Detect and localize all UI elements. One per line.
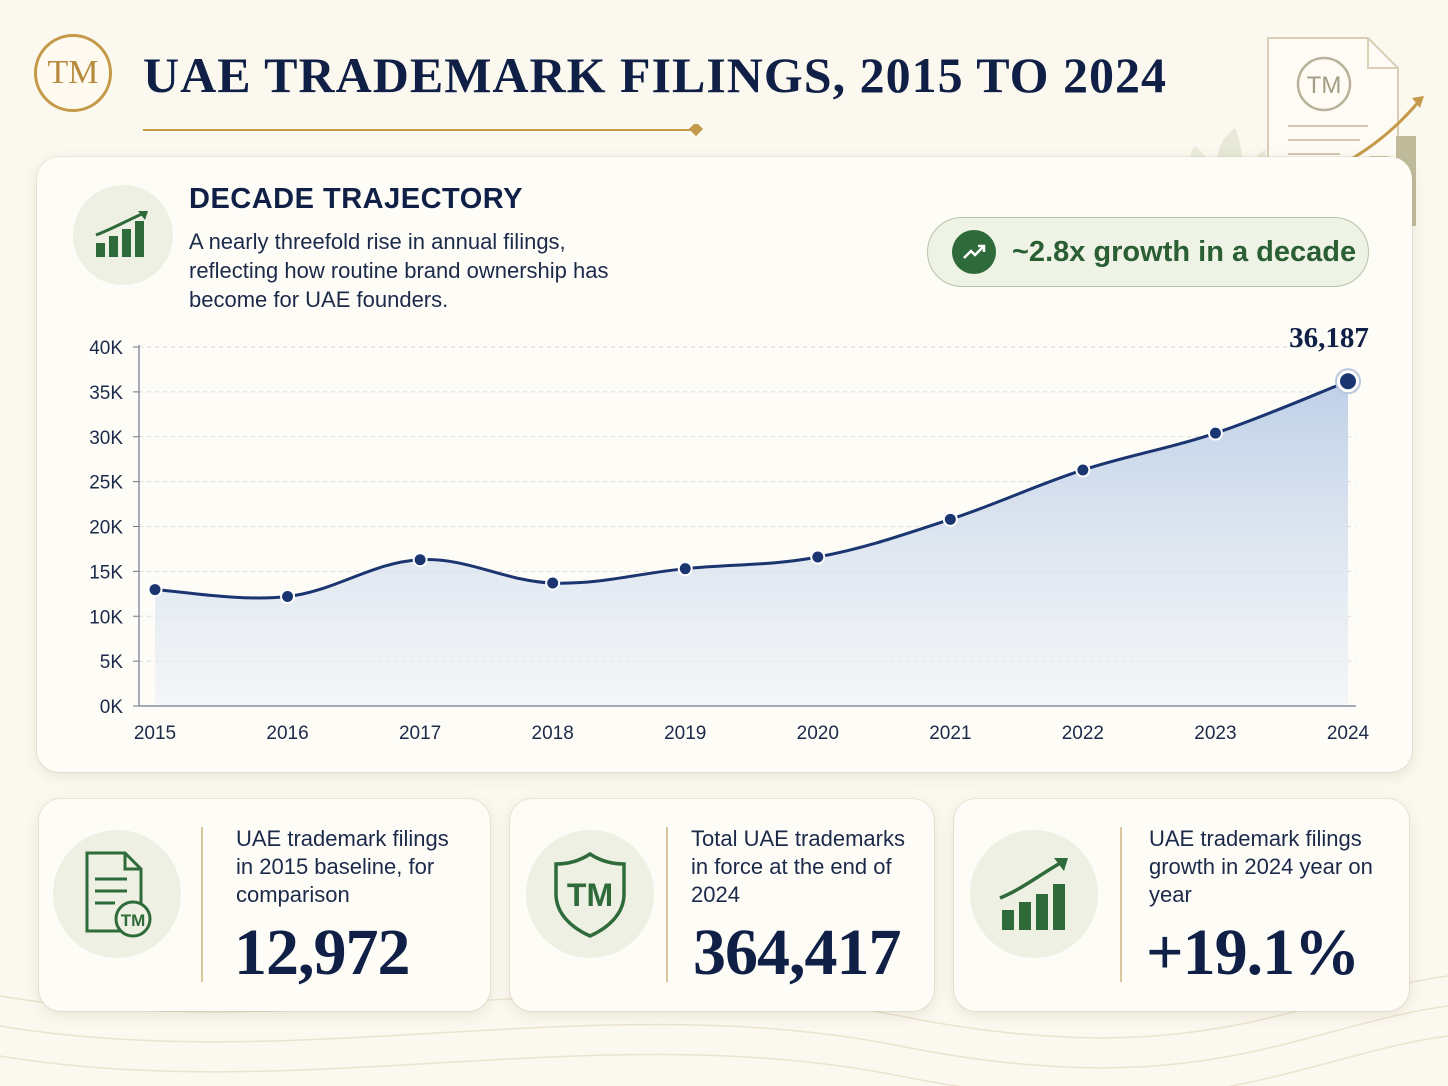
x-tick-label: 2020 — [797, 723, 839, 744]
y-tick-label: 30K — [89, 428, 123, 449]
stat-value: +19.1% — [1146, 916, 1360, 989]
data-point — [1207, 425, 1223, 441]
stat-value: 364,417 — [693, 916, 901, 989]
y-tick-label: 15K — [89, 562, 123, 583]
x-tick-label: 2024 — [1327, 723, 1370, 744]
deco-doc-tm-text: TM — [1307, 72, 1342, 99]
x-tick-label: 2021 — [929, 723, 971, 744]
shield-tm-icon: TM — [526, 830, 654, 958]
x-tick-label: 2019 — [664, 723, 706, 744]
growth-badge-text: ~2.8x growth in a decade — [1012, 235, 1357, 268]
data-point — [1340, 373, 1356, 390]
document-tm-text: TM — [121, 911, 146, 930]
section-description: A nearly threefold rise in annual filing… — [189, 229, 609, 312]
decade-trajectory-card: DECADE TRAJECTORY A nearly threefold ris… — [37, 157, 1412, 772]
stat-label: UAE trademark filings in 2015 baseline, … — [236, 826, 449, 907]
y-tick-label: 5K — [100, 652, 124, 673]
x-tick-label: 2018 — [532, 723, 574, 744]
series-area — [155, 381, 1348, 706]
stat-card-growth: UAE trademark filings growth in 2024 yea… — [954, 799, 1409, 1011]
x-tick-label: 2023 — [1194, 723, 1236, 744]
y-tick-label: 40K — [89, 338, 123, 359]
shield-tm-text: TM — [567, 877, 613, 913]
trend-up-icon — [952, 230, 996, 274]
data-point — [1075, 462, 1091, 478]
y-tick-label: 10K — [89, 607, 123, 628]
data-point — [545, 575, 561, 591]
data-point — [810, 549, 826, 565]
document-tm-icon: TM — [53, 830, 181, 958]
peak-value-label: 36,187 — [1289, 322, 1369, 354]
filings-area-chart: 0K 5K 10K 15K 20K 25K 30K 35K 40K 2015 2016 2017 201… — [89, 322, 1370, 744]
y-tick-label: 20K — [89, 518, 123, 539]
x-tick-label: 2017 — [399, 723, 441, 744]
stat-label: Total UAE trademarks in force at the end… — [691, 826, 905, 907]
tm-logo: TM — [34, 34, 112, 112]
data-point — [280, 589, 296, 605]
stat-label: UAE trademark filings growth in 2024 yea… — [1149, 826, 1373, 907]
y-tick-label: 25K — [89, 473, 123, 494]
y-tick-label: 35K — [89, 383, 123, 404]
x-tick-label: 2015 — [134, 723, 176, 744]
data-point — [677, 561, 693, 577]
stat-divider — [201, 827, 203, 982]
page-title: UAE TRADEMARK FILINGS, 2015 TO 2024 — [143, 47, 1168, 103]
stat-divider — [666, 827, 668, 982]
data-point — [942, 511, 958, 527]
y-tick-label: 0K — [100, 697, 124, 718]
stat-card-in-force: TM Total UAE trademarks in force at the … — [510, 799, 934, 1011]
x-tick-label: 2016 — [266, 723, 308, 744]
bar-chart-growth-icon — [970, 830, 1098, 958]
data-point — [147, 582, 163, 598]
data-point — [412, 552, 428, 568]
stat-card-baseline: TM UAE trademark filings in 2015 baselin… — [39, 799, 490, 1011]
series-line — [154, 379, 1349, 600]
growth-badge: ~2.8x growth in a decade — [927, 217, 1369, 287]
bar-chart-growth-icon — [73, 185, 173, 285]
x-tick-label: 2022 — [1062, 723, 1104, 744]
tm-logo-text: TM — [47, 54, 99, 91]
stat-divider — [1120, 827, 1122, 982]
stat-value: 12,972 — [234, 916, 410, 989]
section-title: DECADE TRAJECTORY — [189, 183, 523, 215]
title-underline — [143, 124, 704, 137]
